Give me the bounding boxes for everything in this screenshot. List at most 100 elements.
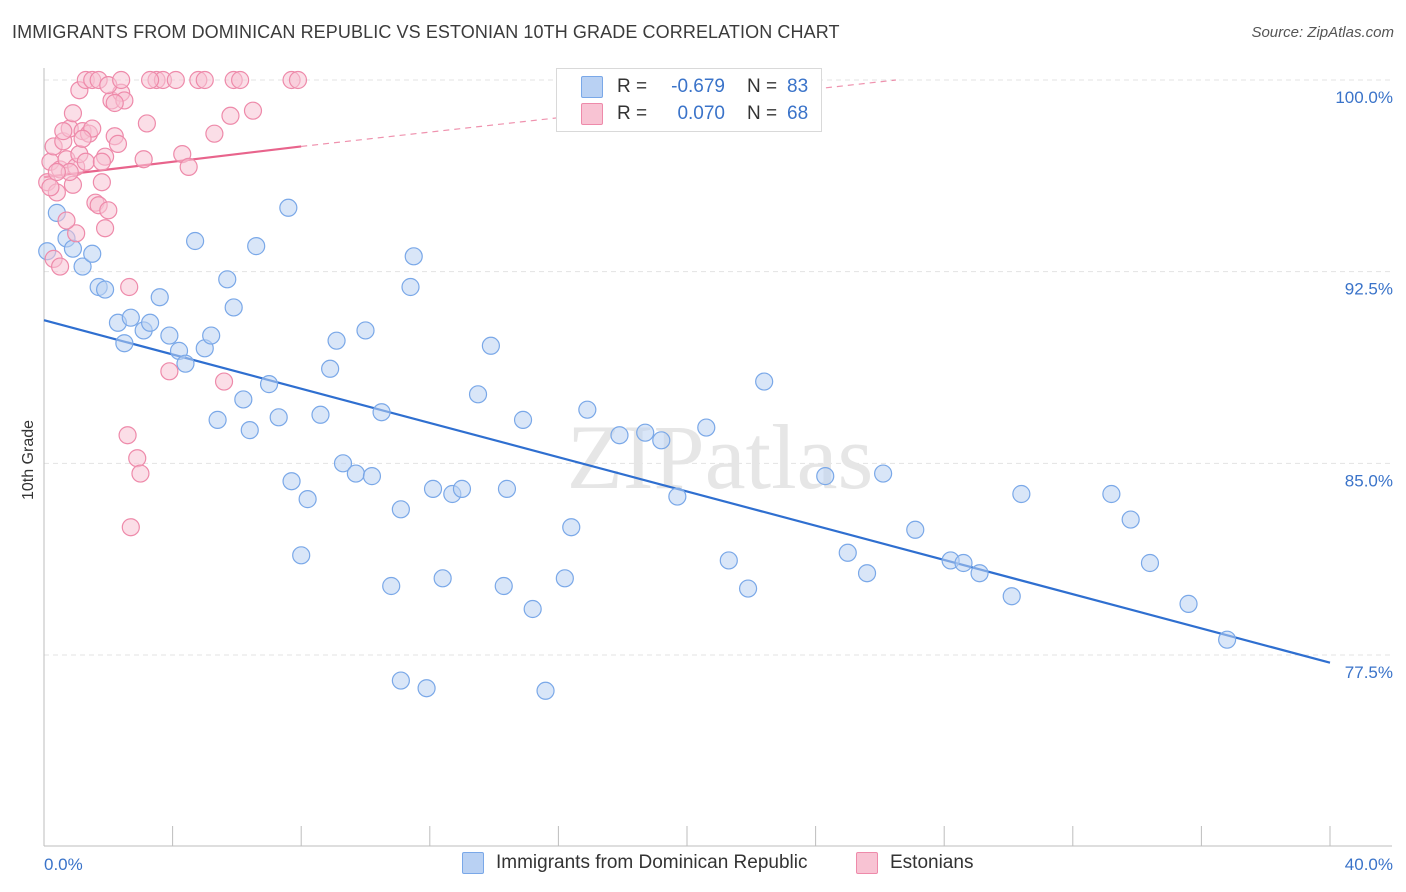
legend-item-estonians[interactable]: Estonians	[856, 852, 973, 874]
data-point	[391, 500, 410, 519]
legend-item-dominican[interactable]: Immigrants from Dominican Republic	[462, 852, 808, 874]
data-point	[362, 467, 382, 486]
data-point	[346, 464, 365, 483]
data-point	[523, 599, 542, 619]
data-point	[468, 385, 488, 404]
legend-swatch-pink	[581, 103, 603, 125]
data-point	[333, 454, 353, 473]
x-tick-label: 40.0%	[1345, 855, 1393, 874]
data-point	[555, 569, 574, 588]
data-point	[404, 247, 423, 266]
data-point	[401, 277, 420, 297]
data-point	[218, 270, 237, 289]
data-point	[906, 520, 925, 539]
grid-lines	[44, 79, 1392, 656]
data-point	[234, 390, 253, 409]
data-point	[481, 336, 500, 355]
data-point	[121, 308, 140, 327]
legend-r-value: 0.070	[677, 103, 725, 124]
data-point	[54, 122, 73, 141]
data-point	[259, 375, 279, 394]
data-point	[668, 487, 687, 506]
legend-row-estonians: R = 0.070 N = 68	[557, 101, 808, 127]
data-point	[311, 405, 330, 424]
data-point	[1002, 587, 1021, 606]
data-point	[391, 671, 410, 690]
data-point	[176, 354, 195, 373]
data-point	[95, 280, 115, 299]
data-point	[356, 321, 375, 340]
legend-r-label: R =	[617, 76, 648, 97]
data-point	[137, 114, 156, 133]
data-point	[166, 70, 185, 90]
data-point	[755, 372, 774, 391]
data-point	[121, 518, 140, 537]
stats-legend: R = -0.679 N = 83 R = 0.070 N = 68	[556, 68, 822, 132]
data-point	[131, 464, 150, 483]
data-point	[57, 211, 76, 230]
data-point	[118, 426, 137, 445]
data-point	[105, 93, 124, 113]
data-point	[697, 418, 716, 437]
trend-line-estonians	[43, 145, 302, 179]
data-point	[47, 162, 66, 182]
data-point	[73, 129, 92, 148]
data-point	[452, 479, 472, 498]
data-point	[128, 449, 147, 468]
data-point	[208, 410, 227, 429]
data-point	[954, 553, 973, 573]
data-point	[243, 101, 263, 120]
legend-row-dominican: R = -0.679 N = 83	[557, 74, 808, 100]
data-point	[1012, 484, 1031, 504]
data-point	[67, 224, 86, 243]
chart-source: Source: ZipAtlas.com	[1251, 24, 1394, 41]
trend-line-dominican	[43, 319, 1331, 664]
data-point	[140, 70, 160, 90]
legend-n-value: 83	[787, 76, 809, 97]
data-point	[140, 313, 160, 332]
data-point	[279, 198, 298, 217]
x-tick-label: 0.0%	[44, 855, 83, 874]
x-tick-labels: 0.0% 40.0%	[44, 855, 1393, 874]
y-tick-label: 85.0%	[1345, 471, 1393, 490]
data-point	[816, 467, 835, 486]
data-points	[38, 70, 1237, 700]
data-point	[1218, 630, 1237, 649]
data-point	[269, 408, 288, 427]
data-point	[327, 331, 346, 350]
data-point	[321, 359, 340, 378]
data-point	[578, 400, 597, 419]
data-point	[150, 288, 169, 307]
data-point	[50, 257, 70, 276]
data-point	[95, 219, 115, 238]
data-point	[160, 362, 179, 381]
legend-r-label: R =	[617, 103, 648, 124]
y-tick-label: 92.5%	[1345, 280, 1393, 299]
legend-label: Immigrants from Dominican Republic	[496, 852, 808, 873]
data-point	[738, 579, 758, 598]
legend-n-label: N =	[747, 76, 778, 97]
data-point	[41, 178, 60, 197]
data-point	[73, 257, 92, 276]
data-point	[636, 423, 655, 442]
data-point	[115, 334, 134, 353]
data-point	[1102, 484, 1121, 504]
data-point	[160, 326, 179, 345]
data-point	[970, 564, 989, 583]
data-point	[231, 70, 250, 90]
data-point	[99, 201, 118, 220]
watermark: ZIPatlas	[567, 406, 874, 508]
data-point	[120, 277, 139, 297]
y-axis-label: 10th Grade	[20, 420, 37, 500]
legend-n-label: N =	[747, 103, 778, 124]
data-point	[186, 231, 205, 251]
data-point	[214, 372, 234, 391]
series-legend: Immigrants from Dominican Republic Eston…	[0, 852, 1406, 876]
data-point	[92, 152, 111, 171]
data-point	[652, 431, 671, 450]
data-point	[1140, 553, 1160, 573]
data-point	[423, 479, 443, 498]
data-point	[112, 70, 131, 90]
data-point	[134, 150, 153, 169]
